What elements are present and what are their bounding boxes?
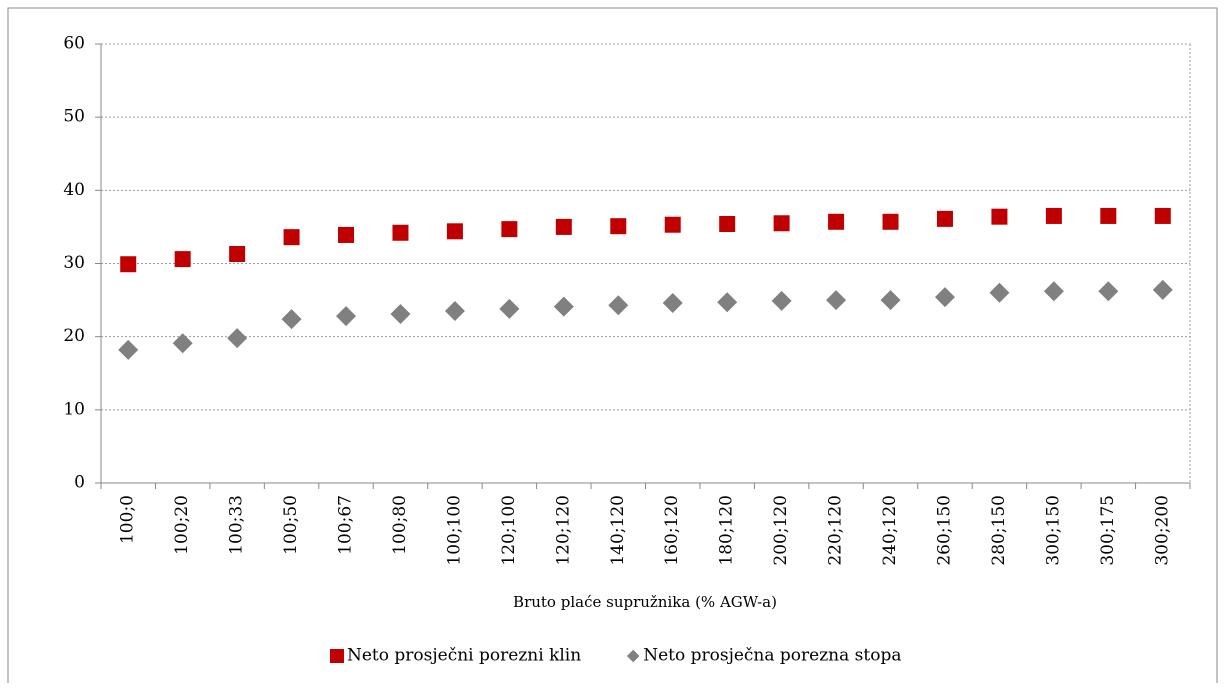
legend-swatch: [330, 649, 344, 663]
point: [118, 339, 139, 360]
x-tick-label: 280;150: [989, 495, 1009, 566]
legend-label: Neto prosječni porezni klin: [347, 646, 581, 666]
point: [392, 224, 409, 241]
x-tick-label: 200;120: [771, 495, 791, 566]
point: [1154, 207, 1171, 224]
point: [172, 333, 193, 354]
point: [338, 226, 355, 243]
point: [390, 303, 411, 324]
x-tick-label: 100;80: [390, 495, 410, 555]
point: [120, 256, 137, 273]
y-tick-label: 10: [63, 399, 85, 419]
point: [828, 213, 845, 230]
point: [444, 301, 465, 322]
point: [227, 328, 248, 349]
point: [773, 215, 790, 232]
point: [989, 282, 1010, 303]
point: [1098, 281, 1119, 302]
y-tick-label: 60: [63, 34, 85, 54]
y-tick-label: 0: [74, 473, 85, 493]
y-tick-label: 40: [63, 180, 85, 200]
point: [229, 245, 246, 262]
point: [499, 298, 520, 319]
point: [991, 208, 1008, 225]
x-axis-title: Bruto plaće supružnika (% AGW-a): [513, 593, 777, 611]
x-tick-label: 300;200: [1152, 495, 1172, 566]
x-tick-label: 260;150: [934, 495, 954, 566]
point: [719, 215, 736, 232]
x-tick-label: 300;175: [1098, 495, 1118, 566]
point: [608, 295, 629, 316]
x-tick-label: 100;67: [336, 495, 356, 555]
point: [446, 223, 463, 240]
point: [553, 296, 574, 317]
point: [283, 229, 300, 246]
x-tick-label: 240;120: [880, 495, 900, 566]
x-tick-label: 100;20: [172, 495, 192, 555]
x-tick-label: 120;100: [499, 495, 519, 566]
point: [1100, 207, 1117, 224]
point: [934, 287, 955, 308]
x-tick-label: 220;120: [826, 495, 846, 566]
point: [664, 216, 681, 233]
point: [610, 218, 627, 235]
point: [936, 210, 953, 227]
legend-label: Neto prosječna porezna stopa: [643, 646, 901, 666]
point: [1152, 279, 1173, 300]
x-tick-label: 100;100: [444, 495, 464, 566]
point: [882, 213, 899, 230]
point: [771, 290, 792, 311]
y-tick-label: 30: [63, 253, 85, 273]
x-tick-label: 100;50: [281, 495, 301, 555]
x-tick-label: 160;120: [662, 495, 682, 566]
point: [826, 290, 847, 311]
point: [1043, 281, 1064, 302]
point: [336, 306, 357, 327]
y-tick-label: 20: [63, 326, 85, 346]
y-tick-label: 50: [63, 107, 85, 127]
x-tick-label: 120;120: [553, 495, 573, 566]
x-tick-label: 180;120: [717, 495, 737, 566]
point: [174, 251, 191, 268]
x-tick-label: 140;120: [608, 495, 628, 566]
point: [501, 221, 518, 238]
point: [880, 290, 901, 311]
x-tick-label: 300;150: [1043, 495, 1063, 566]
legend-swatch: [626, 649, 640, 663]
point: [662, 293, 683, 314]
point: [1045, 207, 1062, 224]
point: [555, 218, 572, 235]
x-tick-label: 100;0: [118, 495, 138, 544]
x-tick-label: 100;33: [227, 495, 247, 555]
point: [717, 292, 738, 313]
point: [281, 309, 302, 330]
chart-border: [7, 7, 1218, 687]
